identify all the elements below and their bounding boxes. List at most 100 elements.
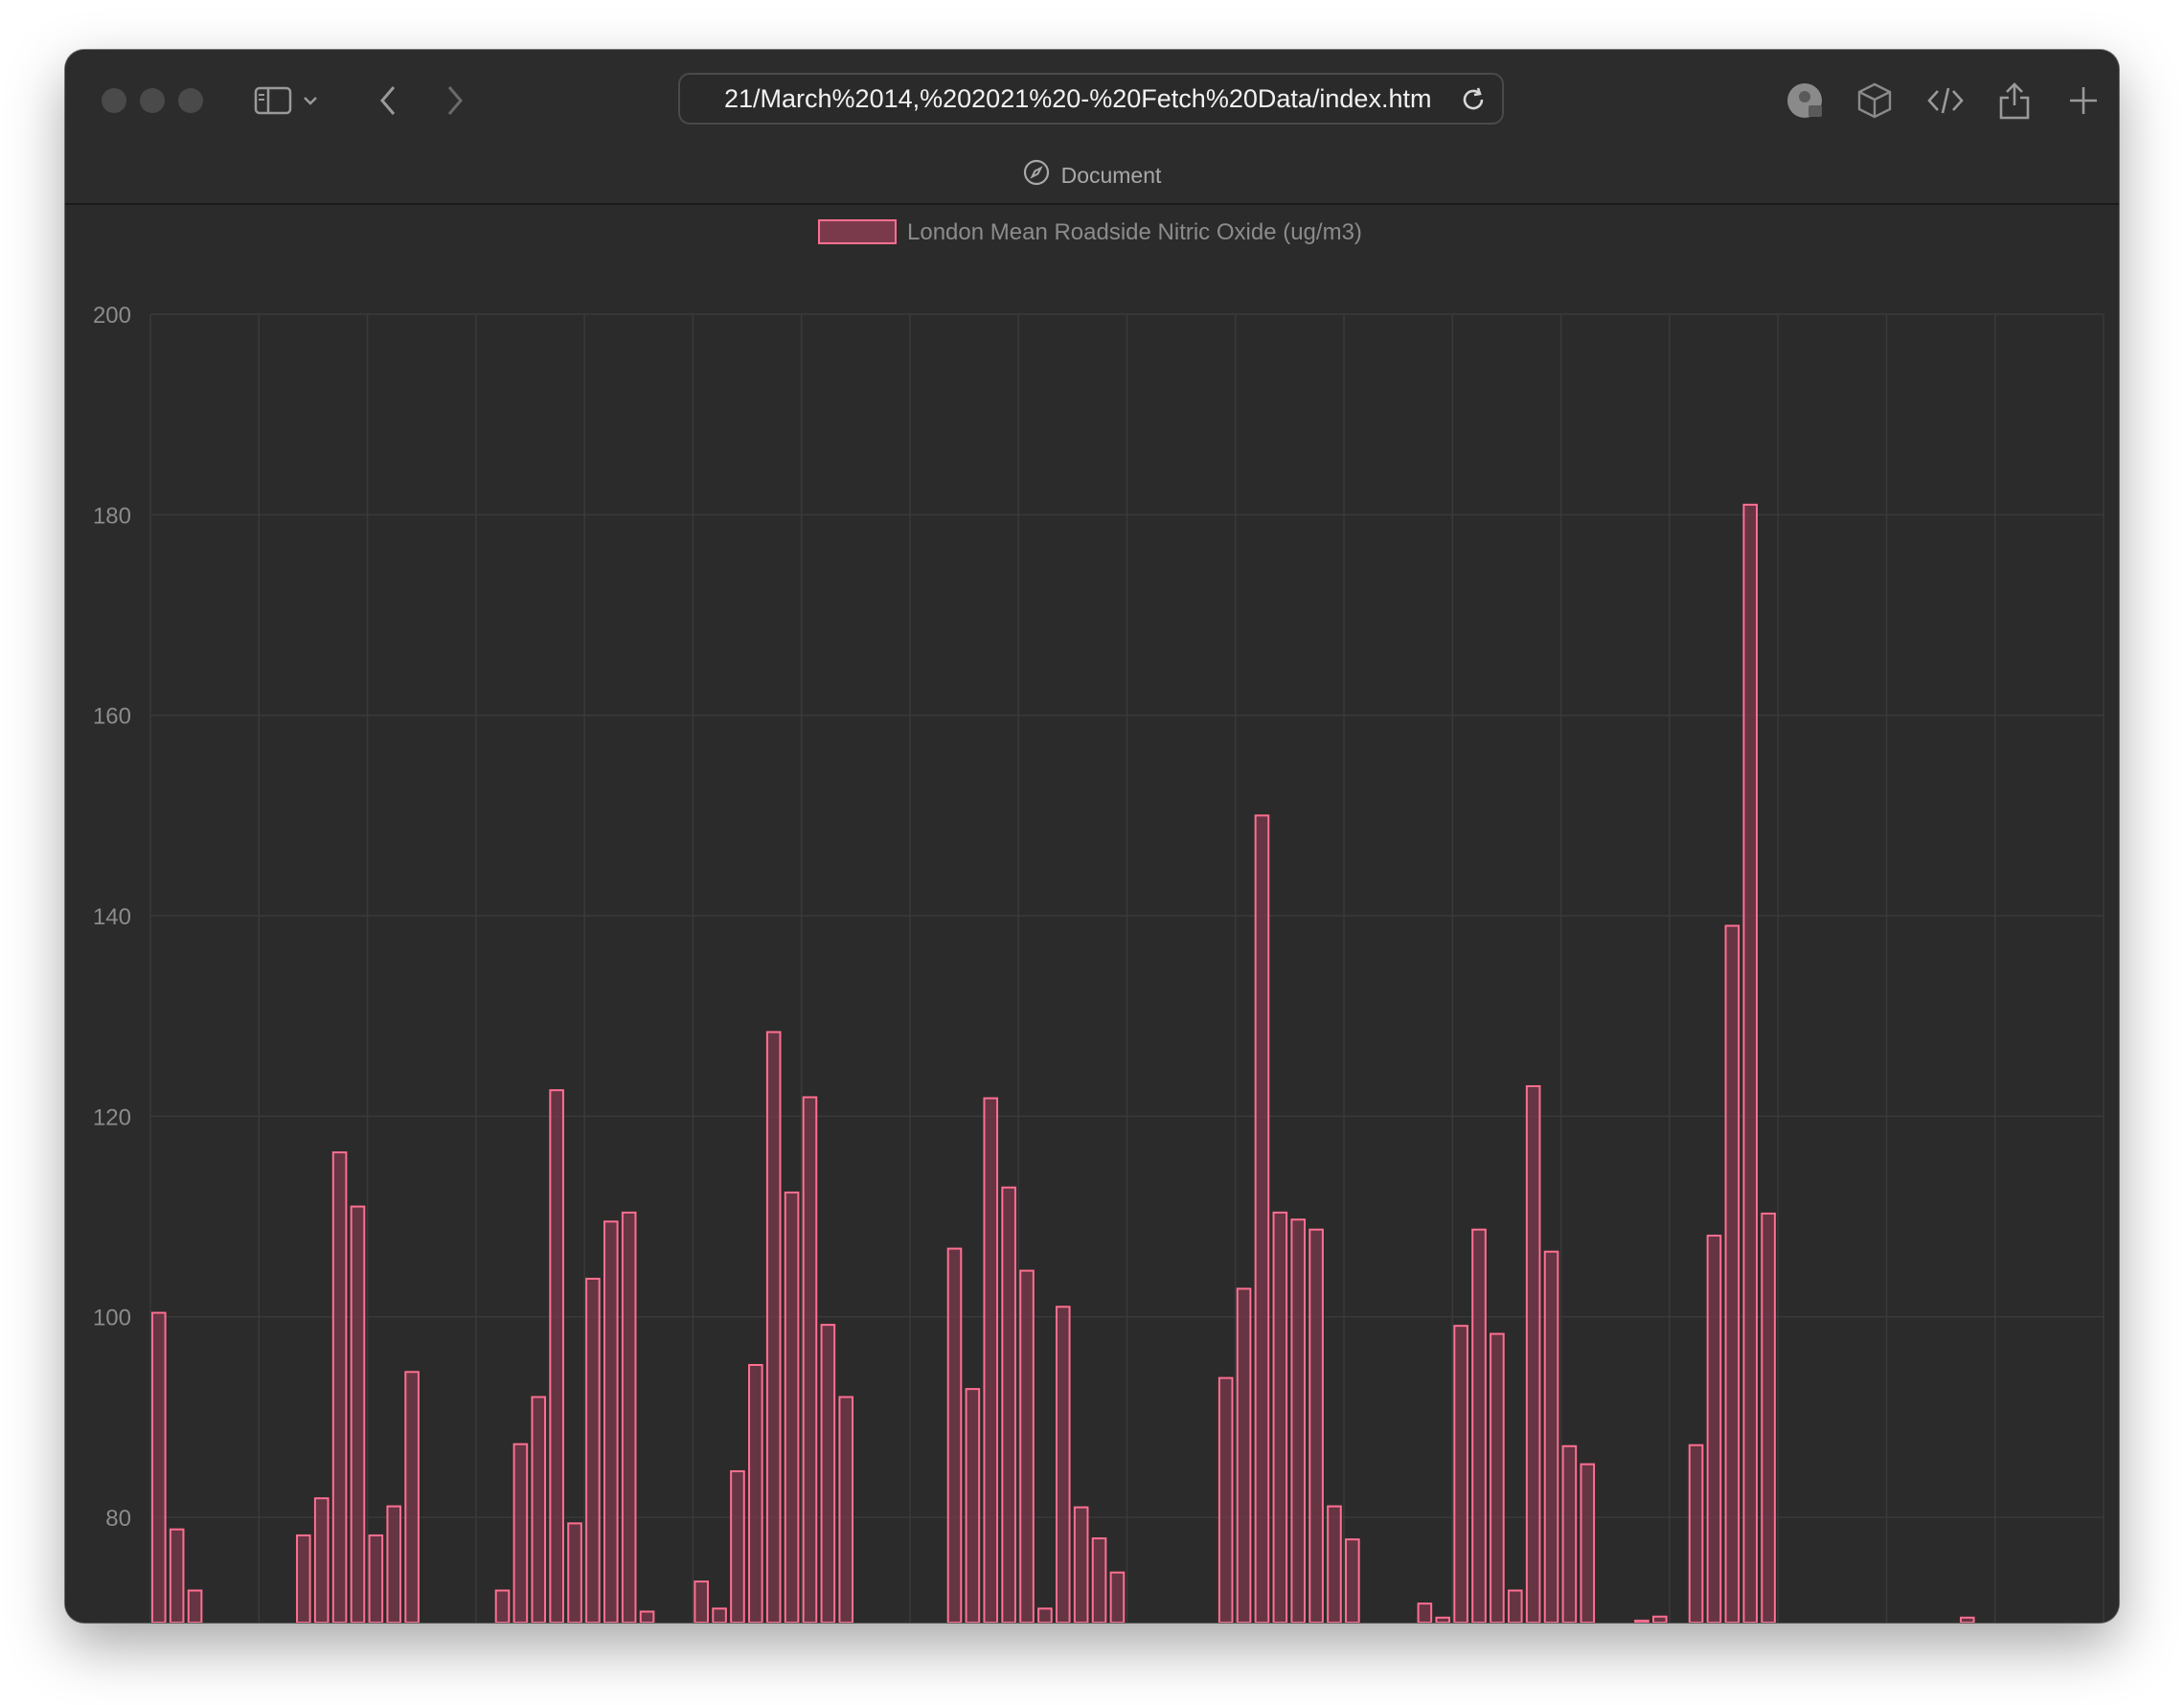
bars [151, 503, 1975, 1623]
bar[interactable] [748, 1363, 763, 1623]
bar[interactable] [1236, 1287, 1252, 1623]
window-controls [102, 88, 203, 113]
bar[interactable] [1308, 1228, 1324, 1623]
bar[interactable] [1345, 1538, 1360, 1623]
bar[interactable] [838, 1396, 854, 1623]
bar[interactable] [404, 1371, 420, 1623]
bar[interactable] [946, 1247, 963, 1623]
bar[interactable] [313, 1497, 330, 1623]
y-tick-label: 120 [93, 1104, 131, 1130]
bar[interactable] [1453, 1325, 1468, 1623]
bar[interactable] [784, 1191, 800, 1623]
bar[interactable] [151, 1311, 167, 1623]
bar[interactable] [1471, 1228, 1487, 1623]
bar[interactable] [1525, 1084, 1541, 1623]
bar[interactable] [350, 1205, 366, 1623]
browser-toolbar: 21/March%2014,%202021%20-%20Fetch%20Data… [65, 50, 2119, 205]
bar[interactable] [494, 1589, 511, 1623]
bar[interactable] [603, 1220, 619, 1623]
minimize-window-button[interactable] [140, 88, 165, 113]
back-icon[interactable] [366, 79, 410, 123]
extension-icon[interactable] [1784, 79, 1828, 123]
bar[interactable] [296, 1534, 311, 1623]
bar[interactable] [1001, 1186, 1016, 1623]
y-tick-label: 140 [93, 904, 131, 930]
plus-icon[interactable] [2061, 79, 2105, 123]
bar[interactable] [1507, 1589, 1523, 1623]
bar[interactable] [1634, 1619, 1649, 1623]
bar[interactable] [1254, 814, 1270, 1623]
bar[interactable] [1435, 1616, 1451, 1623]
bar[interactable] [1959, 1616, 1975, 1623]
chart-legend: London Mean Roadside Nitric Oxide (ug/m3… [818, 219, 1362, 245]
bar[interactable] [621, 1211, 637, 1623]
bar[interactable] [802, 1096, 818, 1623]
bar[interactable] [730, 1469, 745, 1623]
y-tick-label: 80 [105, 1506, 131, 1532]
legend-swatch [818, 219, 897, 244]
bar[interactable] [585, 1277, 601, 1623]
bar[interactable] [1652, 1615, 1668, 1623]
bar[interactable] [694, 1580, 709, 1623]
bar[interactable] [1217, 1376, 1234, 1623]
bar[interactable] [1417, 1603, 1433, 1623]
sidebar-icon[interactable] [251, 79, 295, 123]
bar[interactable] [1543, 1250, 1559, 1623]
address-bar[interactable]: 21/March%2014,%202021%20-%20Fetch%20Data… [678, 73, 1504, 125]
bar[interactable] [765, 1031, 782, 1623]
bar[interactable] [1724, 924, 1740, 1623]
bar[interactable] [1706, 1234, 1722, 1623]
bar[interactable] [386, 1505, 402, 1623]
bar[interactable] [1490, 1332, 1505, 1623]
bar[interactable] [1290, 1218, 1307, 1623]
url-text: 21/March%2014,%202021%20-%20Fetch%20Data… [724, 84, 1433, 113]
bar[interactable] [331, 1151, 348, 1623]
legend-label: London Mean Roadside Nitric Oxide (ug/m3… [907, 219, 1362, 245]
y-axis-ticks: 80 100 120 140 160 180 200 [93, 303, 131, 1532]
bar[interactable] [1761, 1212, 1776, 1623]
bar[interactable] [1037, 1607, 1053, 1623]
bar[interactable] [820, 1324, 836, 1623]
share-icon[interactable] [1992, 79, 2036, 123]
browser-window: 21/March%2014,%202021%20-%20Fetch%20Data… [65, 50, 2119, 1623]
tab-title: Document [1060, 162, 1162, 188]
y-tick-label: 160 [93, 704, 131, 730]
bar[interactable] [712, 1607, 727, 1623]
reload-icon[interactable] [1458, 84, 1489, 115]
tab-document[interactable]: Document [65, 151, 2119, 199]
bar[interactable] [1272, 1211, 1288, 1623]
bar[interactable] [1561, 1444, 1578, 1623]
bar[interactable] [1055, 1306, 1071, 1623]
bar[interactable] [965, 1388, 981, 1623]
bar[interactable] [1019, 1269, 1035, 1623]
bar[interactable] [531, 1396, 547, 1623]
bar[interactable] [1109, 1571, 1126, 1623]
compass-icon [1023, 159, 1050, 192]
bar[interactable] [639, 1610, 655, 1623]
code-icon[interactable] [1923, 79, 1968, 123]
close-window-button[interactable] [102, 88, 126, 113]
y-tick-label: 200 [93, 303, 131, 329]
bar[interactable] [512, 1443, 529, 1623]
zoom-window-button[interactable] [178, 88, 203, 113]
y-tick-label: 100 [93, 1306, 131, 1331]
bar[interactable] [1091, 1537, 1107, 1623]
cube-icon[interactable] [1853, 79, 1897, 123]
bar[interactable] [187, 1589, 203, 1623]
forward-icon[interactable] [433, 79, 477, 123]
bar[interactable] [169, 1528, 185, 1623]
bar-chart: London Mean Roadside Nitric Oxide (ug/m3… [93, 219, 2104, 1623]
chevron-down-icon[interactable] [299, 79, 322, 123]
bar[interactable] [567, 1522, 582, 1623]
bar[interactable] [1073, 1506, 1089, 1623]
bar[interactable] [1688, 1444, 1704, 1623]
bar[interactable] [1742, 503, 1759, 1623]
y-tick-label: 180 [93, 503, 131, 529]
bar[interactable] [1327, 1505, 1342, 1623]
bar[interactable] [368, 1534, 384, 1623]
chart-grid [149, 313, 2104, 1623]
bar[interactable] [549, 1089, 564, 1623]
page-content: London Mean Roadside Nitric Oxide (ug/m3… [65, 205, 2119, 1623]
bar[interactable] [983, 1097, 999, 1623]
bar[interactable] [1580, 1463, 1596, 1623]
